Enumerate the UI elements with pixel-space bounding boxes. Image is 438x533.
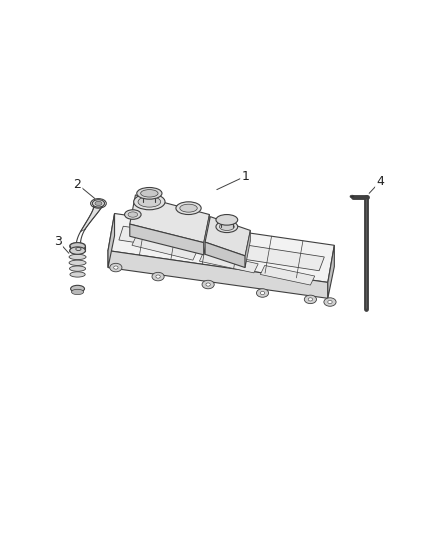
Polygon shape bbox=[108, 214, 115, 268]
Ellipse shape bbox=[70, 266, 85, 271]
Polygon shape bbox=[199, 252, 258, 273]
Ellipse shape bbox=[308, 298, 313, 301]
Ellipse shape bbox=[110, 263, 122, 272]
Polygon shape bbox=[132, 236, 197, 260]
Ellipse shape bbox=[70, 243, 85, 248]
Ellipse shape bbox=[128, 212, 138, 217]
Polygon shape bbox=[245, 230, 251, 268]
Ellipse shape bbox=[76, 247, 81, 251]
Ellipse shape bbox=[138, 197, 161, 207]
Polygon shape bbox=[108, 214, 334, 282]
Ellipse shape bbox=[69, 254, 86, 260]
Ellipse shape bbox=[71, 285, 85, 292]
Ellipse shape bbox=[70, 247, 85, 254]
Ellipse shape bbox=[70, 272, 85, 277]
Ellipse shape bbox=[70, 243, 85, 250]
Text: 2: 2 bbox=[74, 178, 81, 191]
Ellipse shape bbox=[137, 188, 162, 199]
Ellipse shape bbox=[92, 200, 105, 207]
Ellipse shape bbox=[180, 204, 197, 212]
Ellipse shape bbox=[152, 272, 164, 281]
Polygon shape bbox=[130, 195, 209, 243]
Ellipse shape bbox=[70, 248, 85, 254]
Ellipse shape bbox=[95, 201, 102, 206]
Ellipse shape bbox=[328, 301, 332, 304]
Ellipse shape bbox=[350, 195, 354, 198]
Ellipse shape bbox=[176, 202, 201, 215]
Ellipse shape bbox=[202, 280, 214, 289]
Ellipse shape bbox=[304, 295, 317, 304]
Polygon shape bbox=[119, 226, 324, 271]
Ellipse shape bbox=[134, 194, 165, 210]
Polygon shape bbox=[204, 215, 209, 255]
Ellipse shape bbox=[156, 275, 160, 278]
Ellipse shape bbox=[114, 266, 118, 269]
Polygon shape bbox=[130, 224, 204, 255]
Polygon shape bbox=[328, 245, 334, 298]
Ellipse shape bbox=[141, 190, 158, 197]
Ellipse shape bbox=[206, 283, 210, 286]
Ellipse shape bbox=[124, 210, 141, 219]
Ellipse shape bbox=[260, 292, 265, 295]
Ellipse shape bbox=[71, 289, 84, 295]
Text: 4: 4 bbox=[376, 175, 384, 188]
Polygon shape bbox=[108, 251, 328, 298]
Polygon shape bbox=[81, 202, 104, 231]
Text: 3: 3 bbox=[54, 235, 62, 247]
Polygon shape bbox=[260, 265, 315, 285]
Text: 1: 1 bbox=[241, 170, 249, 183]
Ellipse shape bbox=[219, 223, 234, 230]
Ellipse shape bbox=[256, 289, 268, 297]
Polygon shape bbox=[205, 216, 251, 256]
Polygon shape bbox=[205, 242, 245, 268]
Ellipse shape bbox=[324, 298, 336, 306]
Ellipse shape bbox=[216, 221, 238, 232]
Ellipse shape bbox=[216, 215, 238, 225]
Ellipse shape bbox=[69, 260, 86, 265]
